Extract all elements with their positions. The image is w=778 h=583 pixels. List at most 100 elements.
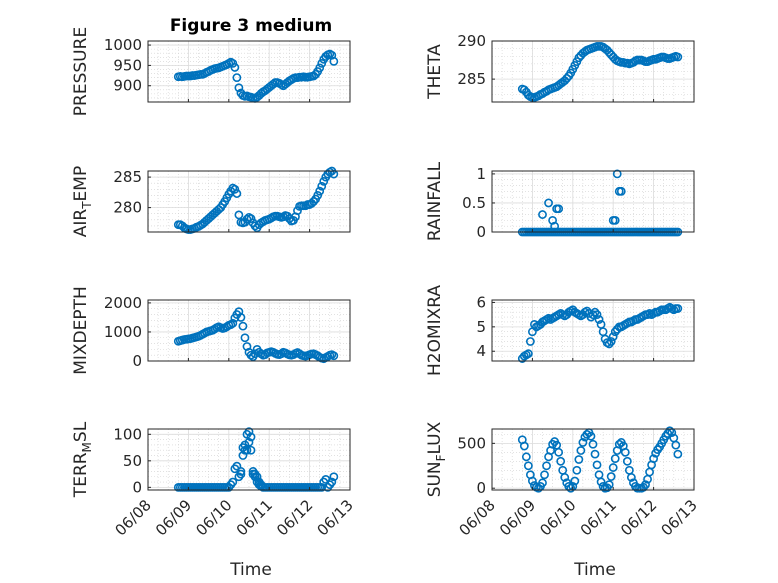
data-point [590,307,600,317]
data-point [246,432,256,442]
data-point [329,169,339,179]
data-point [250,349,260,359]
data-point [588,439,598,449]
y-tick-label: 0 [476,223,486,241]
data-point [550,221,560,231]
data-point [582,429,592,439]
data-point [665,426,675,436]
data-point [608,463,618,472]
x-tick-label: 06/10 [192,496,235,539]
minor-grid [491,429,695,490]
data-point [606,337,616,346]
y-tick-label: 2000 [104,294,142,312]
x-tick-label: 06/09 [496,496,539,539]
data-point [317,482,327,492]
data-point [232,189,242,198]
y-tick-label: 1000 [104,36,142,54]
data-point [540,470,549,480]
data-point [592,310,602,320]
data-point [606,472,616,481]
y-tick-label: 900 [113,77,142,95]
x-tick-label: 06/09 [152,496,195,539]
data-point [616,186,626,196]
y-tick-label: 0 [132,352,142,370]
data-point [268,79,278,89]
series-terr_msl [173,427,339,492]
data-point [254,480,264,490]
data-point [329,56,339,66]
y-axis-label: PRESSURE [71,27,91,116]
series-theta [517,41,683,102]
data-point [610,454,620,464]
subplot-h2omixra: 4 5 6 H2OMIXRA [425,285,695,376]
data-point [592,460,602,470]
data-point [538,478,547,488]
data-point [521,452,531,462]
data-point [236,469,246,479]
data-point [530,319,539,329]
data-point [232,73,242,82]
data-point [610,215,620,225]
y-axis-label: TERRMSL [71,421,94,498]
series-air_temp [173,166,339,234]
y-axis-label: MIXDEPTH [71,286,91,375]
data-point [570,476,580,486]
data-point [244,437,254,447]
data-point [523,461,533,471]
y-tick-label: 0.5 [462,194,486,212]
data-point [586,431,596,441]
data-point [673,449,683,459]
data-point [234,83,244,93]
x-tick-label: 06/13 [314,496,357,539]
data-point [528,476,537,486]
data-point [230,184,240,194]
data-point [319,176,329,186]
data-point [315,186,325,196]
data-point [544,198,553,208]
minor-grid [491,171,695,233]
data-point [594,315,604,324]
data-point [315,63,325,73]
data-point [542,461,551,471]
data-point [244,427,254,437]
y-tick-label: 280 [113,199,142,217]
y-tick-label: 285 [113,168,142,186]
data-point [620,447,630,457]
y-axis-label: THETA [425,44,445,100]
data-point [554,447,564,457]
data-point [590,449,600,459]
data-point [226,320,236,330]
data-point [554,204,564,214]
series-h2omixra [517,302,683,363]
data-point [538,210,547,219]
y-tick-label: 100 [113,425,142,443]
data-point [519,441,529,451]
data-point [566,483,576,493]
subplot-air_temp: 280 285 AIRTEMP [71,166,351,237]
data-point [523,349,533,359]
y-axis-label: RAINFALL [425,161,445,241]
y-tick-label: 5 [476,318,486,336]
y-tick-label: 500 [457,434,486,452]
data-point [604,480,614,490]
x-tick-label: 06/12 [273,496,316,539]
data-point [673,52,683,62]
data-point [608,332,618,341]
data-point [238,321,248,331]
data-point [246,214,256,223]
data-point [329,472,339,482]
data-point [671,440,681,450]
data-point [329,351,339,361]
data-point [228,318,238,328]
data-point [582,306,592,316]
x-tick-label: 06/13 [658,496,701,539]
subplot-theta: 285 290 THETA [425,32,695,103]
data-point [317,181,327,191]
data-point [327,477,337,487]
y-axis-label: AIRTEMP [71,166,94,237]
data-point [622,456,632,466]
series-mixdepth [173,307,339,364]
